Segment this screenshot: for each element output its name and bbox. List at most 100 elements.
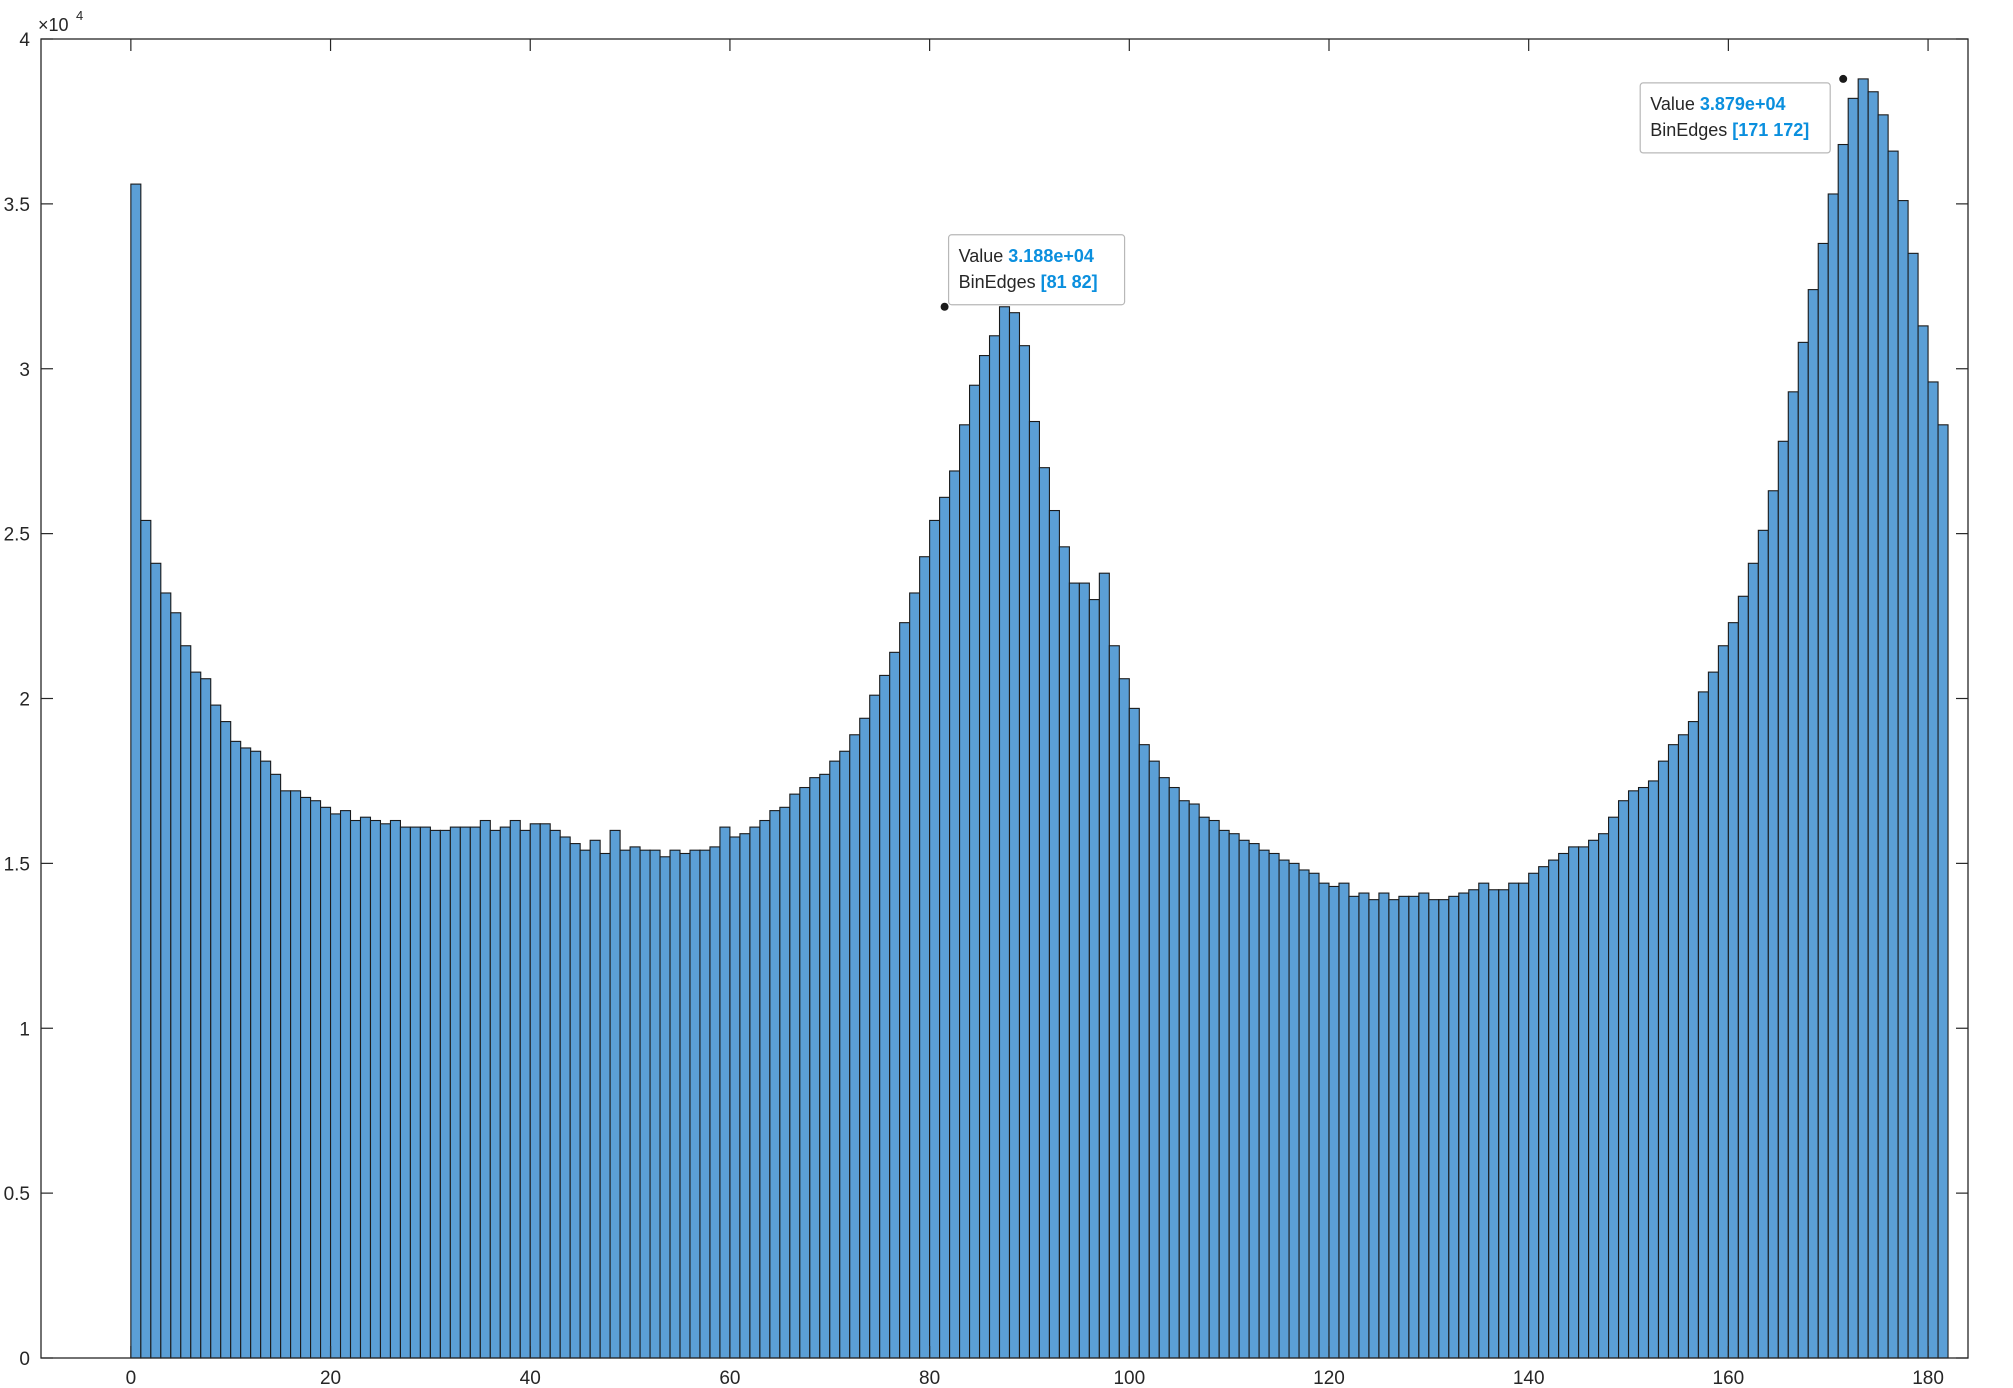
histogram-bar: [1018, 345, 1031, 1359]
x-tick-label: 160: [1713, 1368, 1745, 1388]
x-tick-label: 100: [1113, 1368, 1145, 1388]
data-tip-box: [947, 234, 1126, 306]
y-tick-label: 2.5: [4, 525, 30, 546]
histogram-bar: [250, 750, 262, 1359]
histogram-bar: [959, 424, 971, 1359]
histogram-bar: [1278, 859, 1290, 1359]
histogram-bar: [489, 829, 501, 1359]
histogram-bar: [1188, 803, 1200, 1359]
histogram-bar: [339, 810, 352, 1359]
histogram-bar: [929, 519, 941, 1359]
histogram-bar: [998, 306, 1011, 1359]
histogram-bar: [1378, 892, 1390, 1359]
histogram-bar: [1068, 582, 1080, 1359]
histogram-bar: [559, 836, 571, 1359]
histogram-bar: [349, 819, 362, 1359]
histogram-bar: [1478, 882, 1490, 1359]
histogram-bar: [1078, 582, 1090, 1359]
data-tip-edges-key: BinEdges: [959, 272, 1041, 292]
histogram-bar: [988, 335, 1001, 1359]
histogram-bar: [1288, 862, 1300, 1359]
data-tip-value: 3.188e+04: [1008, 246, 1094, 266]
histogram-bar: [889, 651, 901, 1359]
histogram-bar: [1338, 882, 1350, 1359]
histogram-bar: [1558, 852, 1570, 1359]
histogram-bar: [1248, 843, 1260, 1359]
histogram-bar: [180, 645, 192, 1359]
histogram-bar: [709, 846, 721, 1359]
data-tip-value: 3.879e+04: [1700, 94, 1786, 114]
histogram-bar: [1647, 780, 1660, 1359]
histogram-bar: [809, 777, 821, 1359]
histogram-bar: [1897, 200, 1909, 1359]
histogram-bar: [1777, 440, 1789, 1359]
histogram-bar: [978, 355, 991, 1359]
x-tick-label: 80: [919, 1368, 940, 1388]
histogram-bar: [869, 694, 881, 1359]
histogram-bar: [1907, 252, 1919, 1359]
histogram-bar: [1707, 671, 1719, 1359]
histogram-bar: [509, 819, 521, 1359]
histogram-bar: [1428, 899, 1440, 1359]
histogram-bar: [1408, 895, 1420, 1359]
histogram-bar: [1268, 852, 1280, 1359]
histogram-bar: [240, 747, 252, 1359]
histogram-bar: [1827, 193, 1839, 1359]
histogram-bar: [1697, 691, 1709, 1359]
histogram-bar: [1847, 97, 1859, 1359]
histogram-bar: [1508, 882, 1520, 1359]
histogram-bar: [1368, 899, 1380, 1359]
histogram-bar: [639, 849, 651, 1359]
histogram-bar: [260, 760, 272, 1359]
histogram-bar: [759, 819, 771, 1359]
histogram-bar: [1757, 529, 1769, 1359]
histogram-bar: [1318, 882, 1330, 1359]
histogram-bar: [359, 816, 372, 1359]
histogram-bar: [290, 790, 302, 1359]
histogram-bar: [1358, 892, 1370, 1359]
x-tick-label: 0: [126, 1368, 137, 1388]
y-tick-label: 3.5: [4, 195, 30, 216]
histogram-bar: [1178, 800, 1190, 1359]
histogram-bar: [1787, 391, 1799, 1359]
y-tick-label: 1.5: [4, 854, 30, 875]
histogram-bar: [1298, 869, 1310, 1359]
histogram-bar: [1128, 707, 1140, 1359]
histogram-bar: [659, 856, 671, 1359]
x-tick-label: 140: [1513, 1368, 1545, 1388]
histogram-bar: [1388, 899, 1400, 1359]
x-tick-label: 180: [1912, 1368, 1944, 1388]
histogram-bar: [599, 852, 611, 1359]
histogram-bar: [1348, 895, 1360, 1359]
histogram-bar: [1008, 312, 1021, 1359]
histogram-bar: [1677, 734, 1689, 1359]
histogram-bar: [859, 717, 871, 1359]
x-tick-label: 40: [520, 1368, 541, 1388]
data-tip-edges: [81 82]: [1041, 272, 1098, 292]
data-tip: Value 3.879e+04 BinEdges [171 172]: [1639, 74, 1848, 154]
y-tick-label: 3: [19, 360, 30, 381]
histogram-bar: [729, 836, 741, 1359]
histogram-bar: [1937, 424, 1949, 1359]
histogram-bar: [170, 612, 182, 1359]
histogram-bar: [749, 826, 761, 1359]
histogram-bar: [1118, 678, 1130, 1359]
histogram-bar: [1627, 790, 1640, 1359]
histogram-bar: [689, 849, 701, 1359]
histogram-bar: [190, 671, 202, 1359]
histogram-bar: [829, 760, 841, 1359]
y-exponent-power: 4: [76, 8, 83, 23]
histogram-bar: [649, 849, 661, 1359]
histogram-bar: [1687, 721, 1699, 1359]
histogram-bar: [1927, 381, 1939, 1359]
data-tip-value-row: Value 3.879e+04: [1650, 94, 1785, 114]
histogram-bar: [1887, 150, 1899, 1359]
histogram-bar: [369, 819, 382, 1359]
histogram-bar: [200, 678, 212, 1359]
histogram-bar: [1518, 882, 1530, 1359]
y-exponent-label: ×10: [38, 15, 69, 35]
histogram-bar: [1138, 744, 1150, 1359]
histogram-bar: [1657, 760, 1670, 1359]
histogram-bar: [909, 592, 921, 1359]
histogram-bar: [1448, 895, 1460, 1359]
